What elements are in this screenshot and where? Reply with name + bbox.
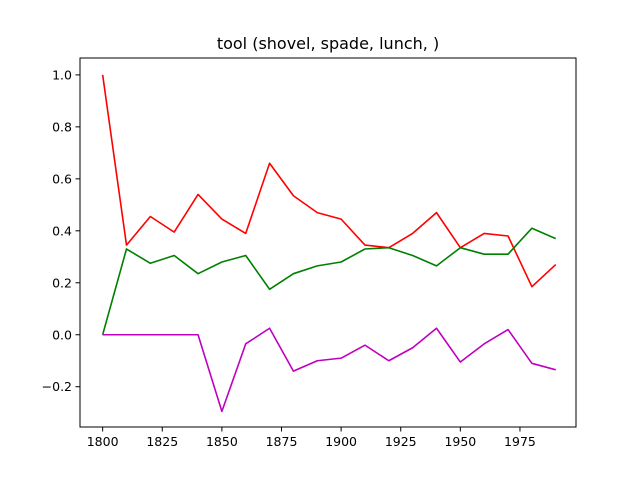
x-axis: 1800 1825 1850 1875 1900 1925 1950 1975: [87, 427, 536, 449]
x-tick-label: 1825: [146, 434, 178, 449]
series-line-3: [102, 327, 556, 413]
y-tick-label: 0.6: [52, 171, 72, 186]
x-tick-label: 1950: [444, 434, 476, 449]
x-tick-label: 1925: [385, 434, 417, 449]
chart-title: tool (shovel, spade, lunch, ): [217, 34, 439, 53]
y-tick-label: 0.4: [52, 223, 72, 238]
y-tick-label: −0.2: [42, 379, 72, 394]
series-layer: [101, 74, 557, 413]
y-tick-label: 1.0: [52, 67, 72, 82]
plot-area-frame: [79, 57, 577, 428]
x-tick-label: 1800: [87, 434, 119, 449]
y-tick-label: 0.2: [52, 275, 72, 290]
y-axis: −0.2 0.0 0.2 0.4 0.6 0.8 1.0: [42, 67, 80, 394]
x-tick-label: 1900: [325, 434, 357, 449]
series-line-1: [101, 74, 557, 288]
y-tick-label: 0.0: [52, 327, 72, 342]
y-tick-label: 0.8: [52, 119, 72, 134]
x-tick-label: 1850: [206, 434, 238, 449]
x-tick-label: 1875: [266, 434, 298, 449]
x-tick-label: 1975: [504, 434, 536, 449]
series-line-2: [101, 227, 557, 335]
